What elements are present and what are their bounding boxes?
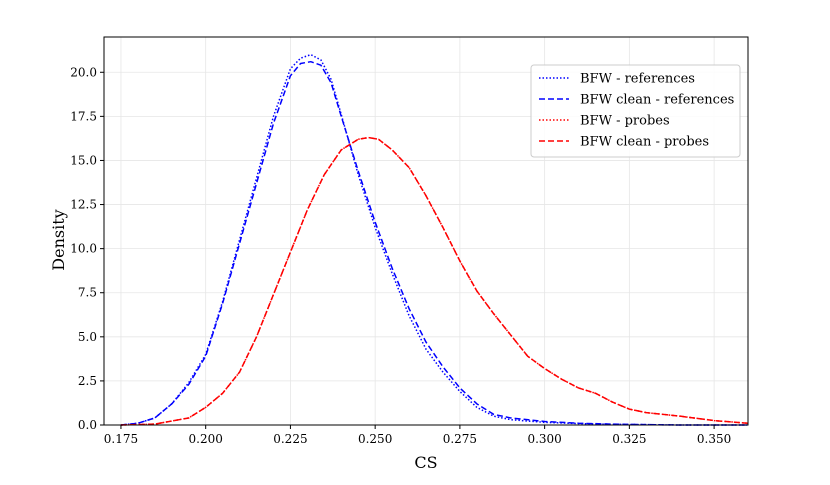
y-tick-label: 2.5 <box>78 374 97 388</box>
legend-label-3: BFW clean - probes <box>580 135 709 150</box>
series-lines <box>120 53 749 426</box>
y-tick-label: 20.0 <box>70 65 97 79</box>
x-tick-label: 0.300 <box>527 432 561 446</box>
x-tick-label: 0.175 <box>104 432 138 446</box>
y-tick-label: 5.0 <box>78 330 97 344</box>
series-line-2 <box>120 136 749 426</box>
legend: BFW - references BFW clean - references BF… <box>530 64 741 158</box>
y-tick-label: 17.5 <box>70 109 97 123</box>
x-tick-label: 0.250 <box>358 432 392 446</box>
legend-box <box>530 64 741 158</box>
x-tick-label: 0.225 <box>273 432 307 446</box>
x-tick-label: 0.275 <box>443 432 477 446</box>
y-tick-label: 15.0 <box>70 153 97 167</box>
x-axis-label: CS <box>414 453 437 472</box>
legend-label-2: BFW - probes <box>580 114 670 129</box>
legend-label-1: BFW clean - references <box>580 93 734 108</box>
y-tick-label: 0.0 <box>78 418 97 432</box>
legend-label-0: BFW - references <box>580 72 695 87</box>
y-axis-label: Density <box>49 209 68 270</box>
series-line-3 <box>120 136 749 426</box>
x-tick-label: 0.200 <box>189 432 223 446</box>
y-tick-label: 7.5 <box>78 286 97 300</box>
x-tick-label: 0.350 <box>697 432 731 446</box>
axis-ticks: 0.175 0.200 0.225 0.250 0.275 0.300 0.325 0.350… <box>70 65 731 446</box>
y-tick-label: 10.0 <box>70 242 97 256</box>
series-line-1 <box>120 60 748 426</box>
x-tick-label: 0.325 <box>612 432 646 446</box>
plot-frame <box>103 36 749 426</box>
y-tick-label: 12.5 <box>70 198 97 212</box>
